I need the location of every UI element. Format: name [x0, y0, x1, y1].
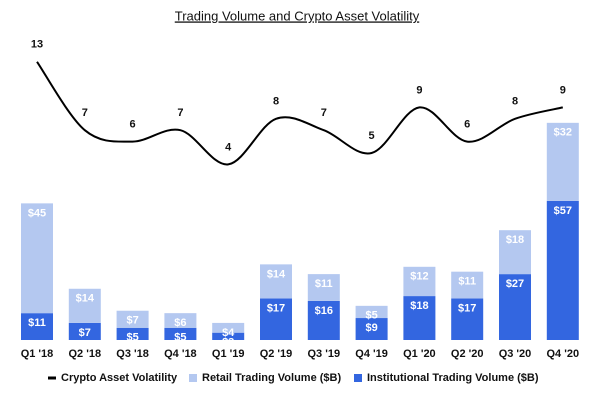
- value-label: 7: [82, 107, 88, 119]
- bar-segment: [355, 318, 388, 340]
- bar-segment: [260, 298, 292, 340]
- volatility-line: [36, 61, 564, 166]
- value-label: 6: [464, 119, 470, 131]
- value-label: $12: [410, 271, 428, 283]
- x-tick-label: Q1 '19: [212, 348, 245, 360]
- value-label: $5: [126, 332, 138, 344]
- value-label: $45: [28, 207, 46, 219]
- value-label: 6: [130, 119, 136, 131]
- value-label: $7: [126, 315, 138, 327]
- value-label: $11: [315, 278, 333, 290]
- bar-segment: [21, 203, 53, 314]
- value-label: $17: [458, 302, 476, 314]
- value-label: 5: [369, 130, 375, 142]
- bar-segment: [116, 327, 149, 340]
- bar-segment: [307, 300, 340, 340]
- bar-segment: [403, 296, 436, 340]
- value-label: $4: [222, 327, 235, 339]
- value-label: $14: [76, 293, 95, 305]
- legend-label: Crypto Asset Volatility: [61, 372, 178, 384]
- x-tick-label: Q4 '18: [164, 348, 197, 360]
- bar-segment: [546, 122, 579, 201]
- x-tick-label: Q1 '20: [403, 348, 436, 360]
- legend-swatch: [354, 374, 362, 382]
- x-tick-label: Q1 '18: [21, 348, 54, 360]
- value-label: 8: [512, 96, 518, 108]
- bar-segment: [116, 310, 149, 328]
- bar-segment: [546, 200, 579, 340]
- legend-label: Institutional Trading Volume ($B): [367, 372, 539, 384]
- value-label: $5: [174, 332, 186, 344]
- legend-swatch: [189, 374, 197, 382]
- value-label: 7: [321, 107, 327, 119]
- bar-segment: [307, 274, 340, 301]
- value-label: $3: [222, 337, 234, 349]
- bar-segment: [355, 305, 388, 319]
- bar-segment: [68, 288, 101, 323]
- value-label: $6: [174, 317, 186, 329]
- x-tick-label: Q2 '19: [260, 348, 293, 360]
- bar-segment: [451, 271, 484, 299]
- x-tick-label: Q2 '18: [69, 348, 102, 360]
- value-label: $14: [267, 268, 286, 280]
- value-label: 13: [31, 39, 43, 51]
- value-label: $9: [365, 322, 377, 334]
- x-tick-label: Q3 '18: [116, 348, 149, 360]
- bar-segment: [21, 313, 53, 340]
- value-label: 8: [273, 96, 279, 108]
- x-tick-label: Q4 '19: [355, 348, 388, 360]
- x-tick-label: Q3 '19: [308, 348, 341, 360]
- value-label: 9: [416, 84, 422, 96]
- x-tick-label: Q3 '20: [499, 348, 532, 360]
- value-label: $27: [506, 278, 524, 290]
- value-label: $17: [267, 302, 285, 314]
- chart-title: Trading Volume and Crypto Asset Volatili…: [175, 8, 420, 23]
- value-label: 4: [225, 141, 232, 153]
- value-label: $5: [365, 310, 377, 322]
- bar-segment: [260, 264, 292, 299]
- bar-segment: [403, 266, 436, 297]
- bar-segment: [164, 327, 197, 340]
- bar-segment: [212, 332, 245, 340]
- bar-segment: [499, 230, 531, 275]
- value-label: $11: [458, 276, 476, 288]
- x-tick-label: Q2 '20: [451, 348, 484, 360]
- bar-segment: [451, 298, 484, 340]
- value-label: $57: [554, 205, 572, 217]
- value-label: $32: [554, 127, 572, 139]
- bar-segment: [212, 322, 245, 333]
- legend-label: Retail Trading Volume ($B): [202, 372, 341, 384]
- bar-segment: [68, 322, 101, 340]
- value-label: 9: [560, 84, 566, 96]
- bar-segment: [164, 313, 197, 328]
- value-label: $18: [410, 300, 428, 312]
- value-label: $7: [79, 327, 91, 339]
- value-label: $16: [315, 305, 333, 317]
- value-label: $18: [506, 234, 524, 246]
- x-tick-label: Q4 '20: [547, 348, 580, 360]
- bar-segment: [499, 274, 531, 340]
- value-label: $11: [28, 317, 46, 329]
- value-label: 7: [177, 107, 183, 119]
